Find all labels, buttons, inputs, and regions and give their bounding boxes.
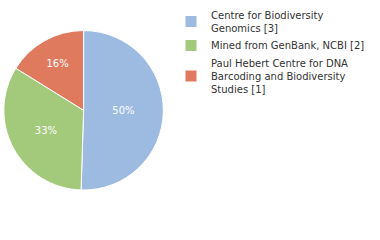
svg-text:Centre for BiodiversityGenomic: Centre for BiodiversityGenomics [3] xyxy=(211,10,324,34)
svg-text:50%: 50% xyxy=(112,105,134,116)
svg-text:Mined from GenBank, NCBI [2]: Mined from GenBank, NCBI [2] xyxy=(211,40,364,51)
svg-text:16%: 16% xyxy=(46,58,68,69)
svg-text:33%: 33% xyxy=(35,125,57,136)
svg-text:Paul Hebert Centre for DNABarc: Paul Hebert Centre for DNABarcoding and … xyxy=(211,58,348,95)
